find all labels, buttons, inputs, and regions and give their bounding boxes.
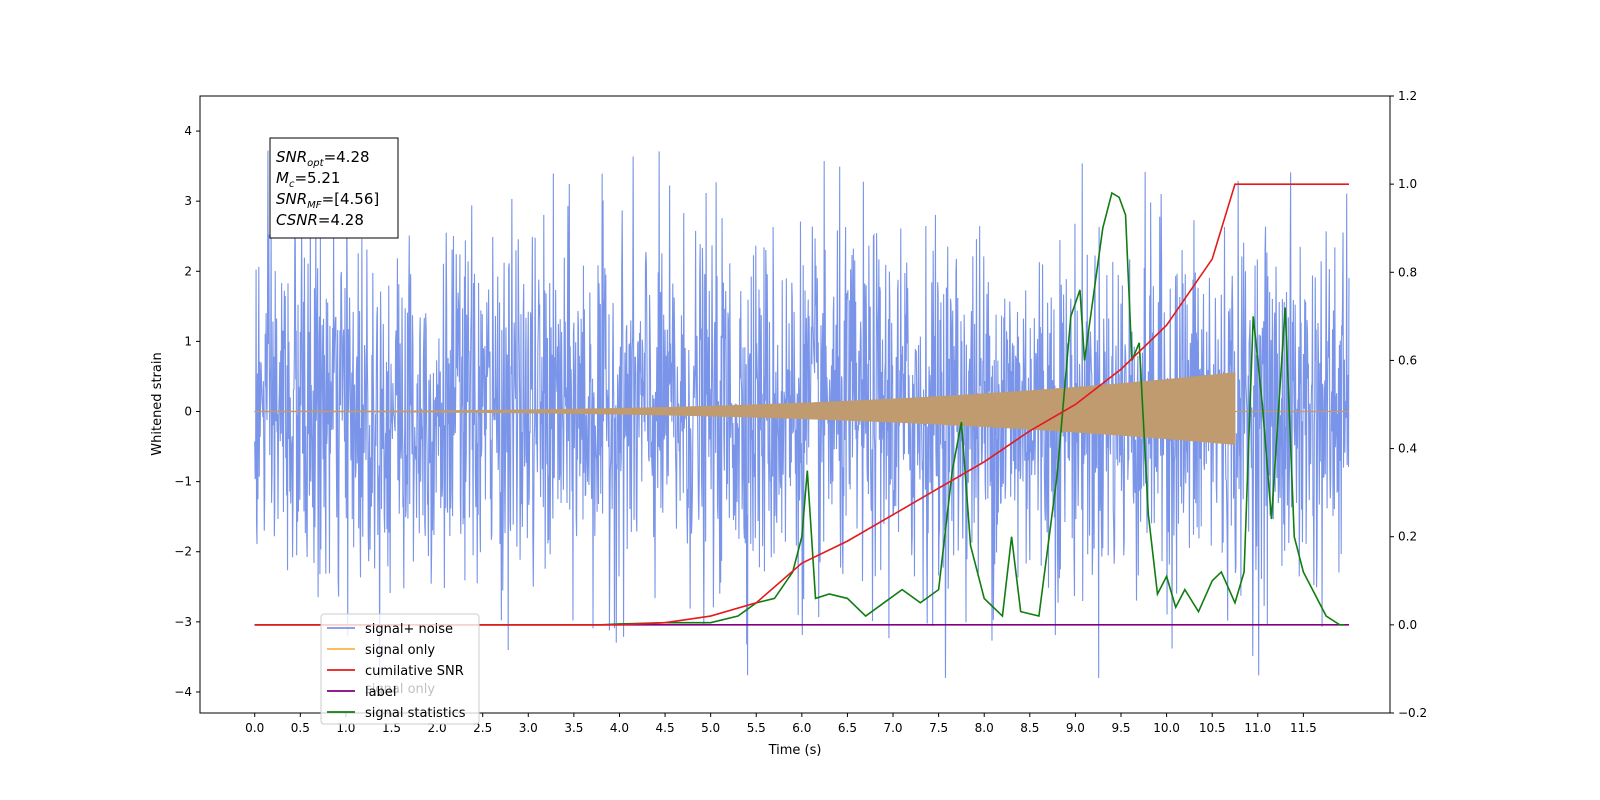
legend: signal only signal+ noise signal only cumi…	[320, 613, 480, 725]
y2-tick-label: −0.2	[1398, 706, 1427, 720]
annotation-line: Mc=5.21	[276, 169, 340, 190]
legend-hidden-text: signal only	[365, 682, 435, 697]
x-tick-label: 7.0	[883, 721, 902, 735]
x-tick-label: 11.0	[1244, 721, 1271, 735]
x-tick-label: 5.0	[701, 721, 720, 735]
signal-statistics-line	[254, 191, 1345, 626]
signal-noise-series	[254, 150, 1350, 678]
x-tick-label: 4.5	[656, 721, 675, 735]
x-tick-label: 10.5	[1199, 721, 1226, 735]
y-tick-label: 1	[184, 334, 192, 348]
legend-entry: signal statistics	[365, 706, 466, 721]
y2-tick-label: 0.6	[1398, 353, 1417, 367]
x-tick-label: 6.5	[838, 721, 857, 735]
y2-tick-label: 0.0	[1398, 618, 1417, 632]
y-tick-label: −3	[174, 615, 192, 629]
x-tick-label: 0.5	[291, 721, 310, 735]
signal-only-series	[254, 372, 1349, 445]
legend-entry: signal only	[365, 643, 435, 658]
y-tick-label: 3	[184, 194, 192, 208]
y2-tick-label: 0.2	[1398, 530, 1417, 544]
x-tick-label: 9.0	[1066, 721, 1085, 735]
signal-noise-line	[254, 150, 1350, 678]
y-tick-label: −2	[174, 545, 192, 559]
x-tick-label: 8.5	[1020, 721, 1039, 735]
x-tick-label: 8.0	[975, 721, 994, 735]
y2-tick-label: 0.8	[1398, 265, 1417, 279]
x-tick-label: 10.0	[1153, 721, 1180, 735]
y-tick-label: 0	[184, 405, 192, 419]
x-tick-label: 9.5	[1111, 721, 1130, 735]
y-tick-label: −4	[174, 685, 192, 699]
y2-tick-label: 1.2	[1398, 89, 1417, 103]
legend-entry: signal+ noise	[365, 622, 453, 637]
y-axis-left: 4 3 2 1 0 −1 −2 −3 −4	[174, 124, 200, 699]
annotation-line: SNRopt=4.28	[276, 148, 370, 169]
x-tick-label: 4.0	[610, 721, 629, 735]
cumulative-snr-line	[254, 183, 1349, 626]
y2-tick-label: 1.0	[1398, 177, 1417, 191]
legend-entry: label	[365, 685, 396, 700]
y-axis-right: 1.2 1.0 0.8 0.6 0.4 0.2 0.0 −0.2	[1390, 89, 1427, 720]
y-tick-label: −1	[174, 475, 192, 489]
x-tick-label: 3.0	[519, 721, 538, 735]
axes-frame	[199, 95, 1391, 714]
x-tick-label: 0.0	[245, 721, 264, 735]
legend-entry: cumilative SNR	[365, 664, 464, 679]
x-tick-label: 2.5	[473, 721, 492, 735]
x-axis: 0.0 0.5 1.0 1.5 2.0 2.5 3.0 3.5 4.0 4.5 5.0 5.5 6.0 6…	[245, 713, 1317, 735]
x-tick-label: 7.5	[929, 721, 948, 735]
annotation-line: CSNR=4.28	[276, 211, 364, 229]
annotation-line: SNRMF=[4.56]	[276, 190, 379, 211]
y-tick-label: 4	[184, 124, 192, 138]
signal-only-envelope	[254, 372, 1236, 445]
x-tick-label: 11.5	[1290, 721, 1317, 735]
x-tick-label: 6.0	[792, 721, 811, 735]
y-axis-label: Whitened strain	[150, 352, 165, 455]
x-tick-label: 3.5	[564, 721, 583, 735]
y2-tick-label: 0.4	[1398, 442, 1417, 456]
y-tick-label: 2	[184, 264, 192, 278]
x-axis-label: Time (s)	[768, 743, 822, 758]
x-tick-label: 5.5	[747, 721, 766, 735]
